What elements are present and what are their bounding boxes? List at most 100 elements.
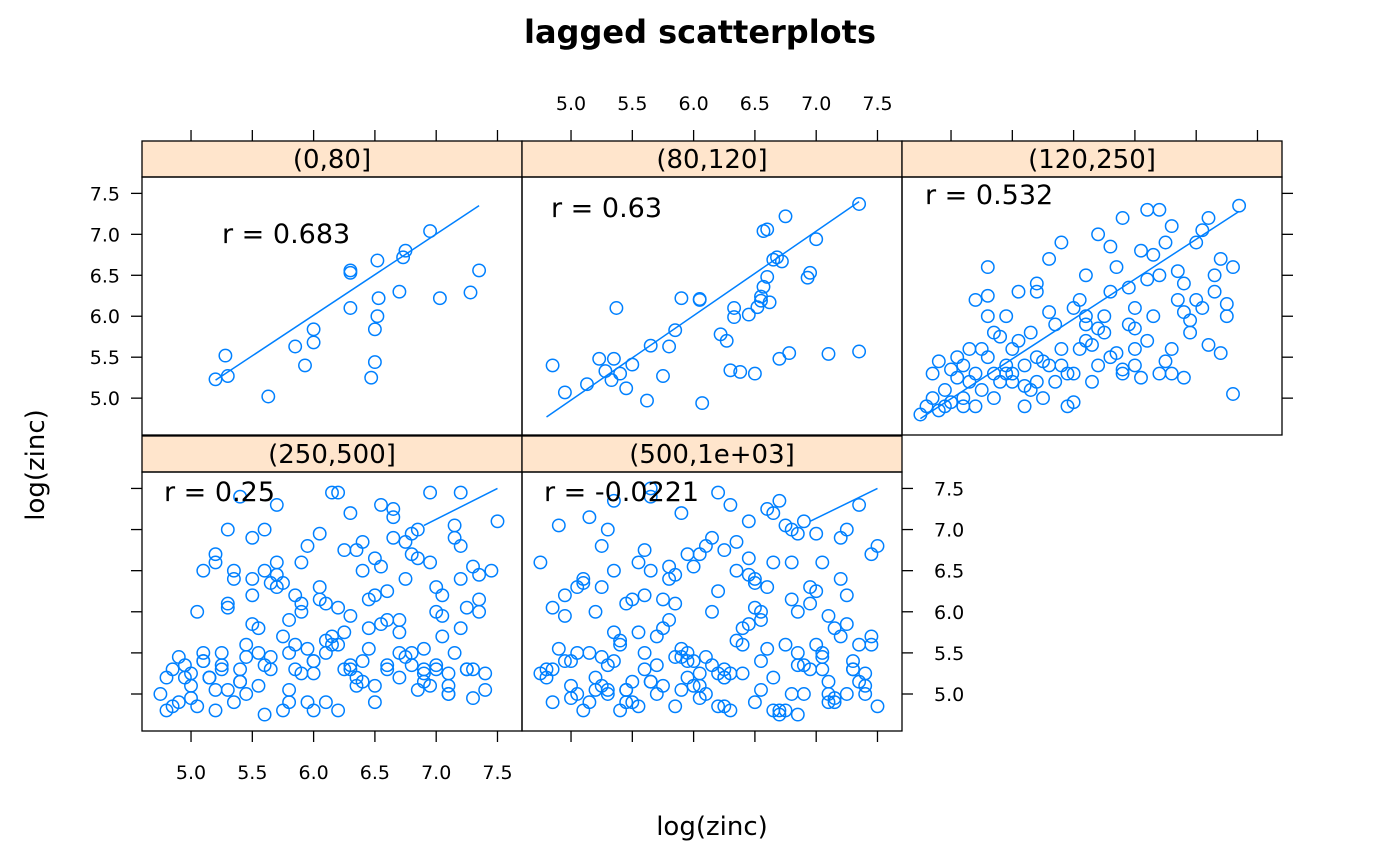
data-point: [778, 209, 793, 224]
data-point: [220, 682, 235, 697]
x-tick-label: 7.0: [801, 93, 831, 115]
data-point: [852, 344, 867, 359]
data-point: [1072, 292, 1087, 307]
data-point: [545, 695, 560, 710]
data-point: [343, 506, 358, 521]
data-point: [416, 641, 431, 656]
data-point: [980, 288, 995, 303]
data-point: [184, 666, 198, 681]
data-point: [251, 678, 266, 693]
data-point: [343, 662, 358, 677]
data-point: [754, 654, 768, 669]
y-tick-label: 7.5: [934, 478, 964, 500]
data-point: [245, 588, 260, 603]
data-point: [637, 645, 652, 660]
data-point: [196, 645, 211, 660]
data-point: [637, 662, 652, 677]
data-point: [1042, 305, 1057, 320]
data-point: [269, 567, 284, 582]
data-point: [337, 543, 352, 558]
data-point: [282, 613, 297, 627]
data-point: [214, 662, 229, 677]
data-point: [370, 253, 385, 268]
panel-strip-label: (0,80]: [293, 145, 371, 175]
data-point: [1195, 223, 1210, 238]
data-point: [1017, 399, 1032, 414]
data-point: [606, 493, 621, 508]
data-point: [784, 592, 799, 607]
data-point: [380, 658, 395, 673]
data-point: [1127, 342, 1142, 356]
data-point: [564, 654, 578, 669]
data-point: [545, 600, 560, 615]
data-point: [1183, 325, 1198, 340]
data-point: [968, 366, 983, 381]
data-point: [692, 547, 707, 562]
data-point: [435, 608, 450, 623]
data-point: [1078, 333, 1093, 348]
panel-2: (80,120] r = 0.63: [521, 140, 903, 436]
panel-strip: [141, 140, 523, 178]
data-point: [423, 555, 438, 570]
data-point: [747, 695, 762, 710]
data-point: [1176, 305, 1191, 320]
data-point: [557, 588, 572, 603]
data-point: [754, 682, 768, 697]
x-tick-label: 5.0: [556, 93, 586, 115]
data-point: [821, 608, 836, 623]
correlation-label: r = 0.532: [925, 180, 1053, 211]
data-point: [466, 691, 480, 706]
data-point: [245, 617, 260, 632]
data-point: [1195, 301, 1210, 315]
data-point: [643, 489, 658, 504]
data-point: [551, 641, 566, 656]
data-point: [312, 526, 327, 541]
data-point: [1066, 366, 1081, 381]
data-point: [208, 703, 223, 718]
data-point: [625, 592, 640, 607]
data-point: [980, 260, 995, 275]
data-point: [588, 604, 603, 619]
data-point: [729, 534, 744, 549]
data-point: [484, 563, 499, 578]
data-point: [656, 678, 670, 693]
data-point: [1042, 251, 1057, 266]
data-point: [435, 629, 450, 644]
data-point: [576, 576, 591, 590]
data-point: [674, 650, 689, 664]
data-point: [839, 522, 854, 537]
data-point: [386, 530, 401, 545]
data-point: [766, 670, 781, 685]
data-point: [852, 497, 867, 512]
data-point: [668, 596, 683, 611]
data-point: [220, 522, 235, 537]
data-point: [686, 559, 701, 574]
data-point: [643, 674, 658, 689]
data-point: [756, 279, 771, 294]
data-point: [226, 571, 241, 586]
correlation-label: r = 0.63: [551, 193, 662, 224]
data-point: [598, 364, 613, 379]
data-point: [337, 625, 352, 640]
data-point: [1103, 239, 1118, 254]
data-point: [398, 571, 413, 586]
data-point: [396, 250, 411, 265]
data-point: [1152, 366, 1167, 381]
data-point: [790, 707, 805, 722]
data-point: [318, 645, 333, 660]
regression-line: [809, 487, 878, 523]
panel-frame: [521, 471, 903, 732]
data-point: [762, 295, 777, 310]
data-point: [594, 580, 609, 595]
data-point: [557, 608, 572, 623]
data-point: [1005, 342, 1020, 356]
data-point: [306, 322, 321, 337]
data-point: [803, 596, 818, 611]
data-point: [576, 571, 591, 586]
data-point: [913, 407, 928, 422]
data-point: [533, 666, 548, 681]
data-point: [717, 699, 732, 714]
data-point: [300, 539, 315, 553]
data-point: [325, 485, 339, 500]
y-tick-label: 7.0: [934, 520, 964, 542]
